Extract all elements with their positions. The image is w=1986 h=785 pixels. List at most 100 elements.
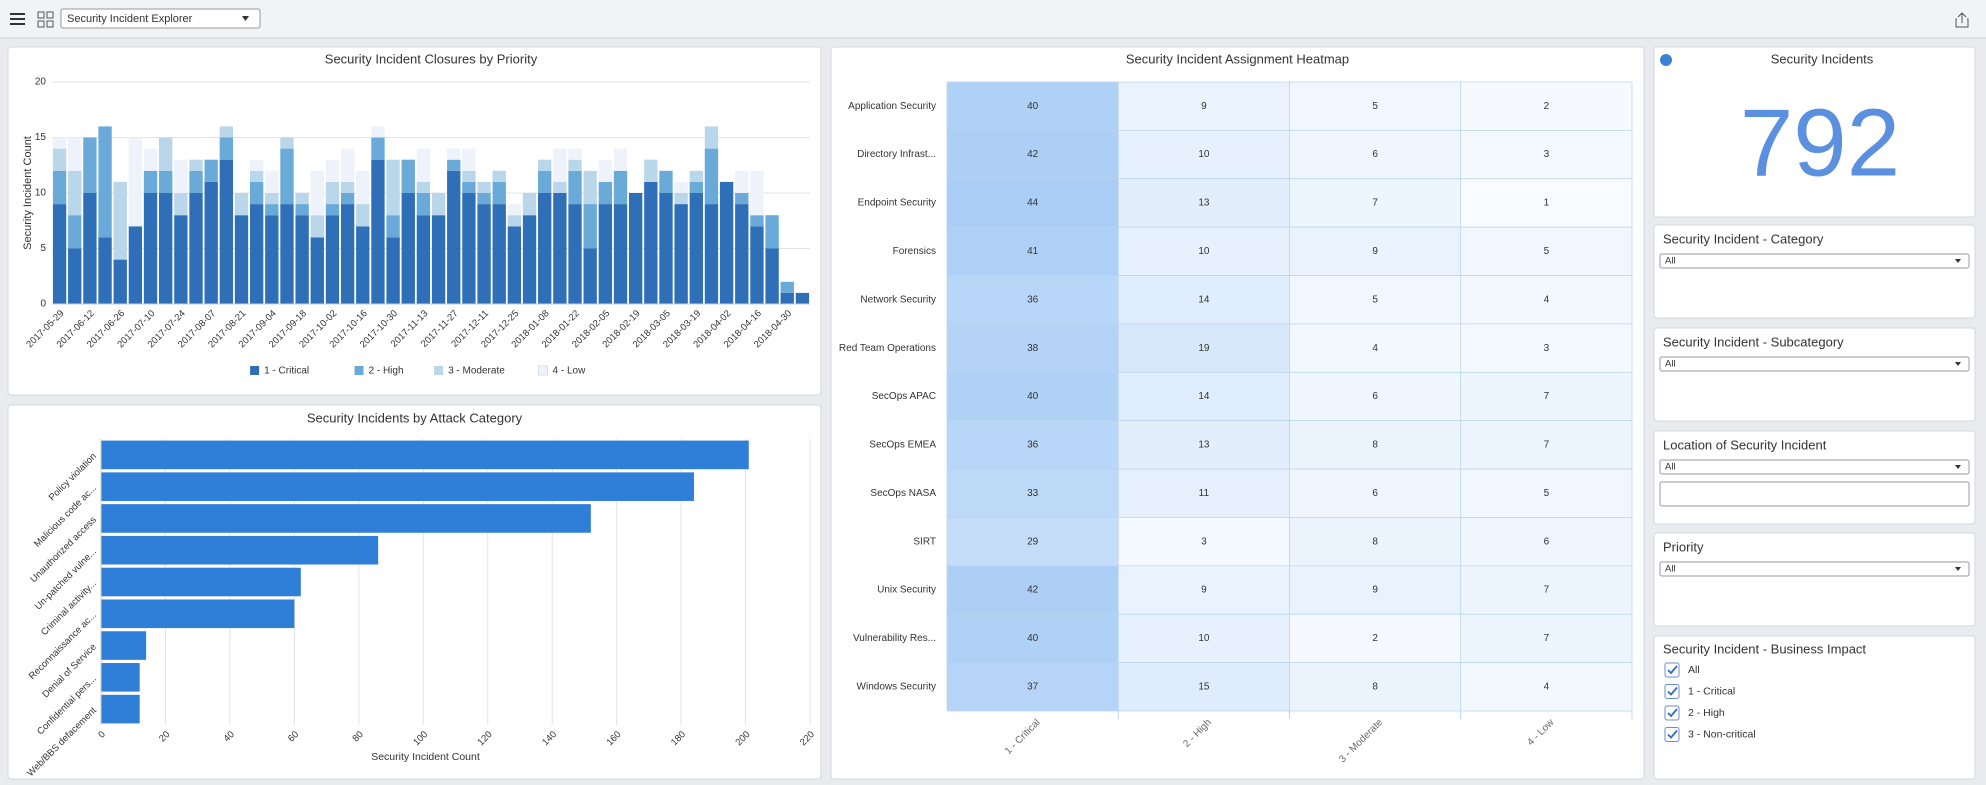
cell-label: 7 [1372, 198, 1378, 209]
heat-cell [1289, 468, 1462, 518]
heat-cell [1117, 130, 1290, 180]
heat-cell [1289, 517, 1462, 567]
bar-segment [189, 159, 203, 171]
cell-label: 13 [1198, 198, 1210, 209]
bar-segment [735, 170, 749, 193]
heat-cell [946, 275, 1119, 325]
cell-label: 5 [1372, 294, 1378, 305]
bar-segment [416, 148, 431, 182]
bar-segment [280, 204, 294, 304]
heat-cell [1117, 420, 1290, 470]
heat-cell [1289, 130, 1462, 180]
bar-segment [386, 215, 400, 238]
legend-swatch [538, 365, 548, 376]
grid-icon[interactable] [37, 11, 54, 28]
filter-title: Priority [1663, 539, 1704, 554]
bar-segment [704, 204, 719, 304]
bar-segment [553, 148, 567, 182]
dashboard-select[interactable]: Security Incident Explorer [60, 8, 261, 29]
share-icon[interactable] [1955, 12, 1969, 28]
bar-segment [568, 170, 582, 205]
panel [1653, 224, 1976, 319]
filter-select[interactable]: All [1659, 459, 1970, 475]
bar-segment [356, 226, 370, 304]
info-icon[interactable] [1660, 54, 1672, 66]
cell-label: 2 [1372, 633, 1378, 644]
checkbox[interactable]: 3 - Non-critical [1664, 727, 1756, 742]
bar [101, 504, 591, 533]
cell-label: 7 [1544, 633, 1550, 644]
bar-segment [628, 193, 643, 304]
cell-label: 6 [1372, 488, 1378, 499]
bar-segment [750, 226, 764, 304]
bar-segment [310, 237, 324, 304]
filter-select[interactable]: All [1659, 253, 1970, 269]
bar-segment [735, 204, 749, 304]
checkbox[interactable]: 1 - Critical [1664, 684, 1735, 699]
bar-segment [644, 181, 658, 304]
cell-label: 40 [1027, 633, 1039, 644]
cell-label: 3 [1544, 149, 1550, 160]
bar-segment [780, 292, 794, 304]
legend-swatch [434, 366, 444, 375]
bar-segment [265, 170, 279, 193]
bar-segment [371, 159, 385, 304]
bar-segment [219, 137, 234, 160]
select-box [1659, 561, 1970, 577]
cell-label: 7 [1544, 391, 1550, 402]
row-label: SIRT [913, 536, 936, 547]
checkbox-box [1664, 705, 1680, 721]
heat-cell [1460, 468, 1633, 518]
bar-segment [219, 126, 234, 138]
cell-label: 10 [1198, 149, 1210, 160]
bar-segment [159, 193, 173, 304]
cell-label: 33 [1027, 488, 1039, 499]
score-title: Security Incidents [1771, 51, 1874, 66]
heat-cell [1460, 130, 1633, 180]
filter-select[interactable]: All [1659, 561, 1970, 577]
bar-segment [765, 215, 779, 249]
bar-segment [98, 237, 112, 304]
cell-label: 3 [1201, 536, 1207, 547]
checkbox[interactable]: 2 - High [1664, 705, 1725, 721]
cell-label: 5 [1372, 101, 1378, 112]
menu-icon[interactable] [10, 13, 25, 25]
select-value: All [1665, 359, 1676, 370]
bar-segment [113, 181, 127, 260]
legend-label: 1 - Critical [264, 366, 309, 377]
bar-segment [477, 193, 491, 205]
filter-select[interactable]: All [1659, 356, 1970, 372]
heat-cell [1460, 613, 1633, 663]
cell-label: 8 [1372, 681, 1378, 692]
checkbox-label: 1 - Critical [1688, 685, 1735, 697]
bar-segment [249, 159, 264, 171]
bar-segment [416, 215, 431, 304]
bar-segment [325, 204, 340, 216]
cell-label: 40 [1027, 391, 1039, 402]
bar-segment [143, 193, 158, 304]
bar-segment [780, 281, 794, 293]
legend-label: 2 - High [369, 366, 404, 377]
bar-segment [735, 193, 749, 205]
bar [101, 663, 140, 692]
bar-segment [613, 170, 628, 205]
bar-segment [159, 170, 173, 193]
y-tick-label: 20 [35, 77, 47, 88]
panel [1653, 532, 1976, 627]
bar-segment [644, 159, 658, 182]
bar-segment [659, 193, 673, 304]
cell-label: 9 [1201, 101, 1207, 112]
heat-cell [1460, 565, 1633, 615]
heat-cell [1289, 420, 1462, 470]
bar-segment [477, 181, 491, 193]
bar-segment [522, 193, 537, 216]
bar [101, 567, 301, 597]
bar-segment [553, 193, 567, 304]
bar-segment [98, 126, 112, 238]
checkbox[interactable]: All [1664, 662, 1700, 678]
select-value: All [1665, 462, 1676, 473]
bar-segment [113, 259, 127, 304]
bar-segment [204, 181, 218, 304]
bar-segment [462, 181, 476, 193]
search-input[interactable] [1659, 481, 1970, 507]
